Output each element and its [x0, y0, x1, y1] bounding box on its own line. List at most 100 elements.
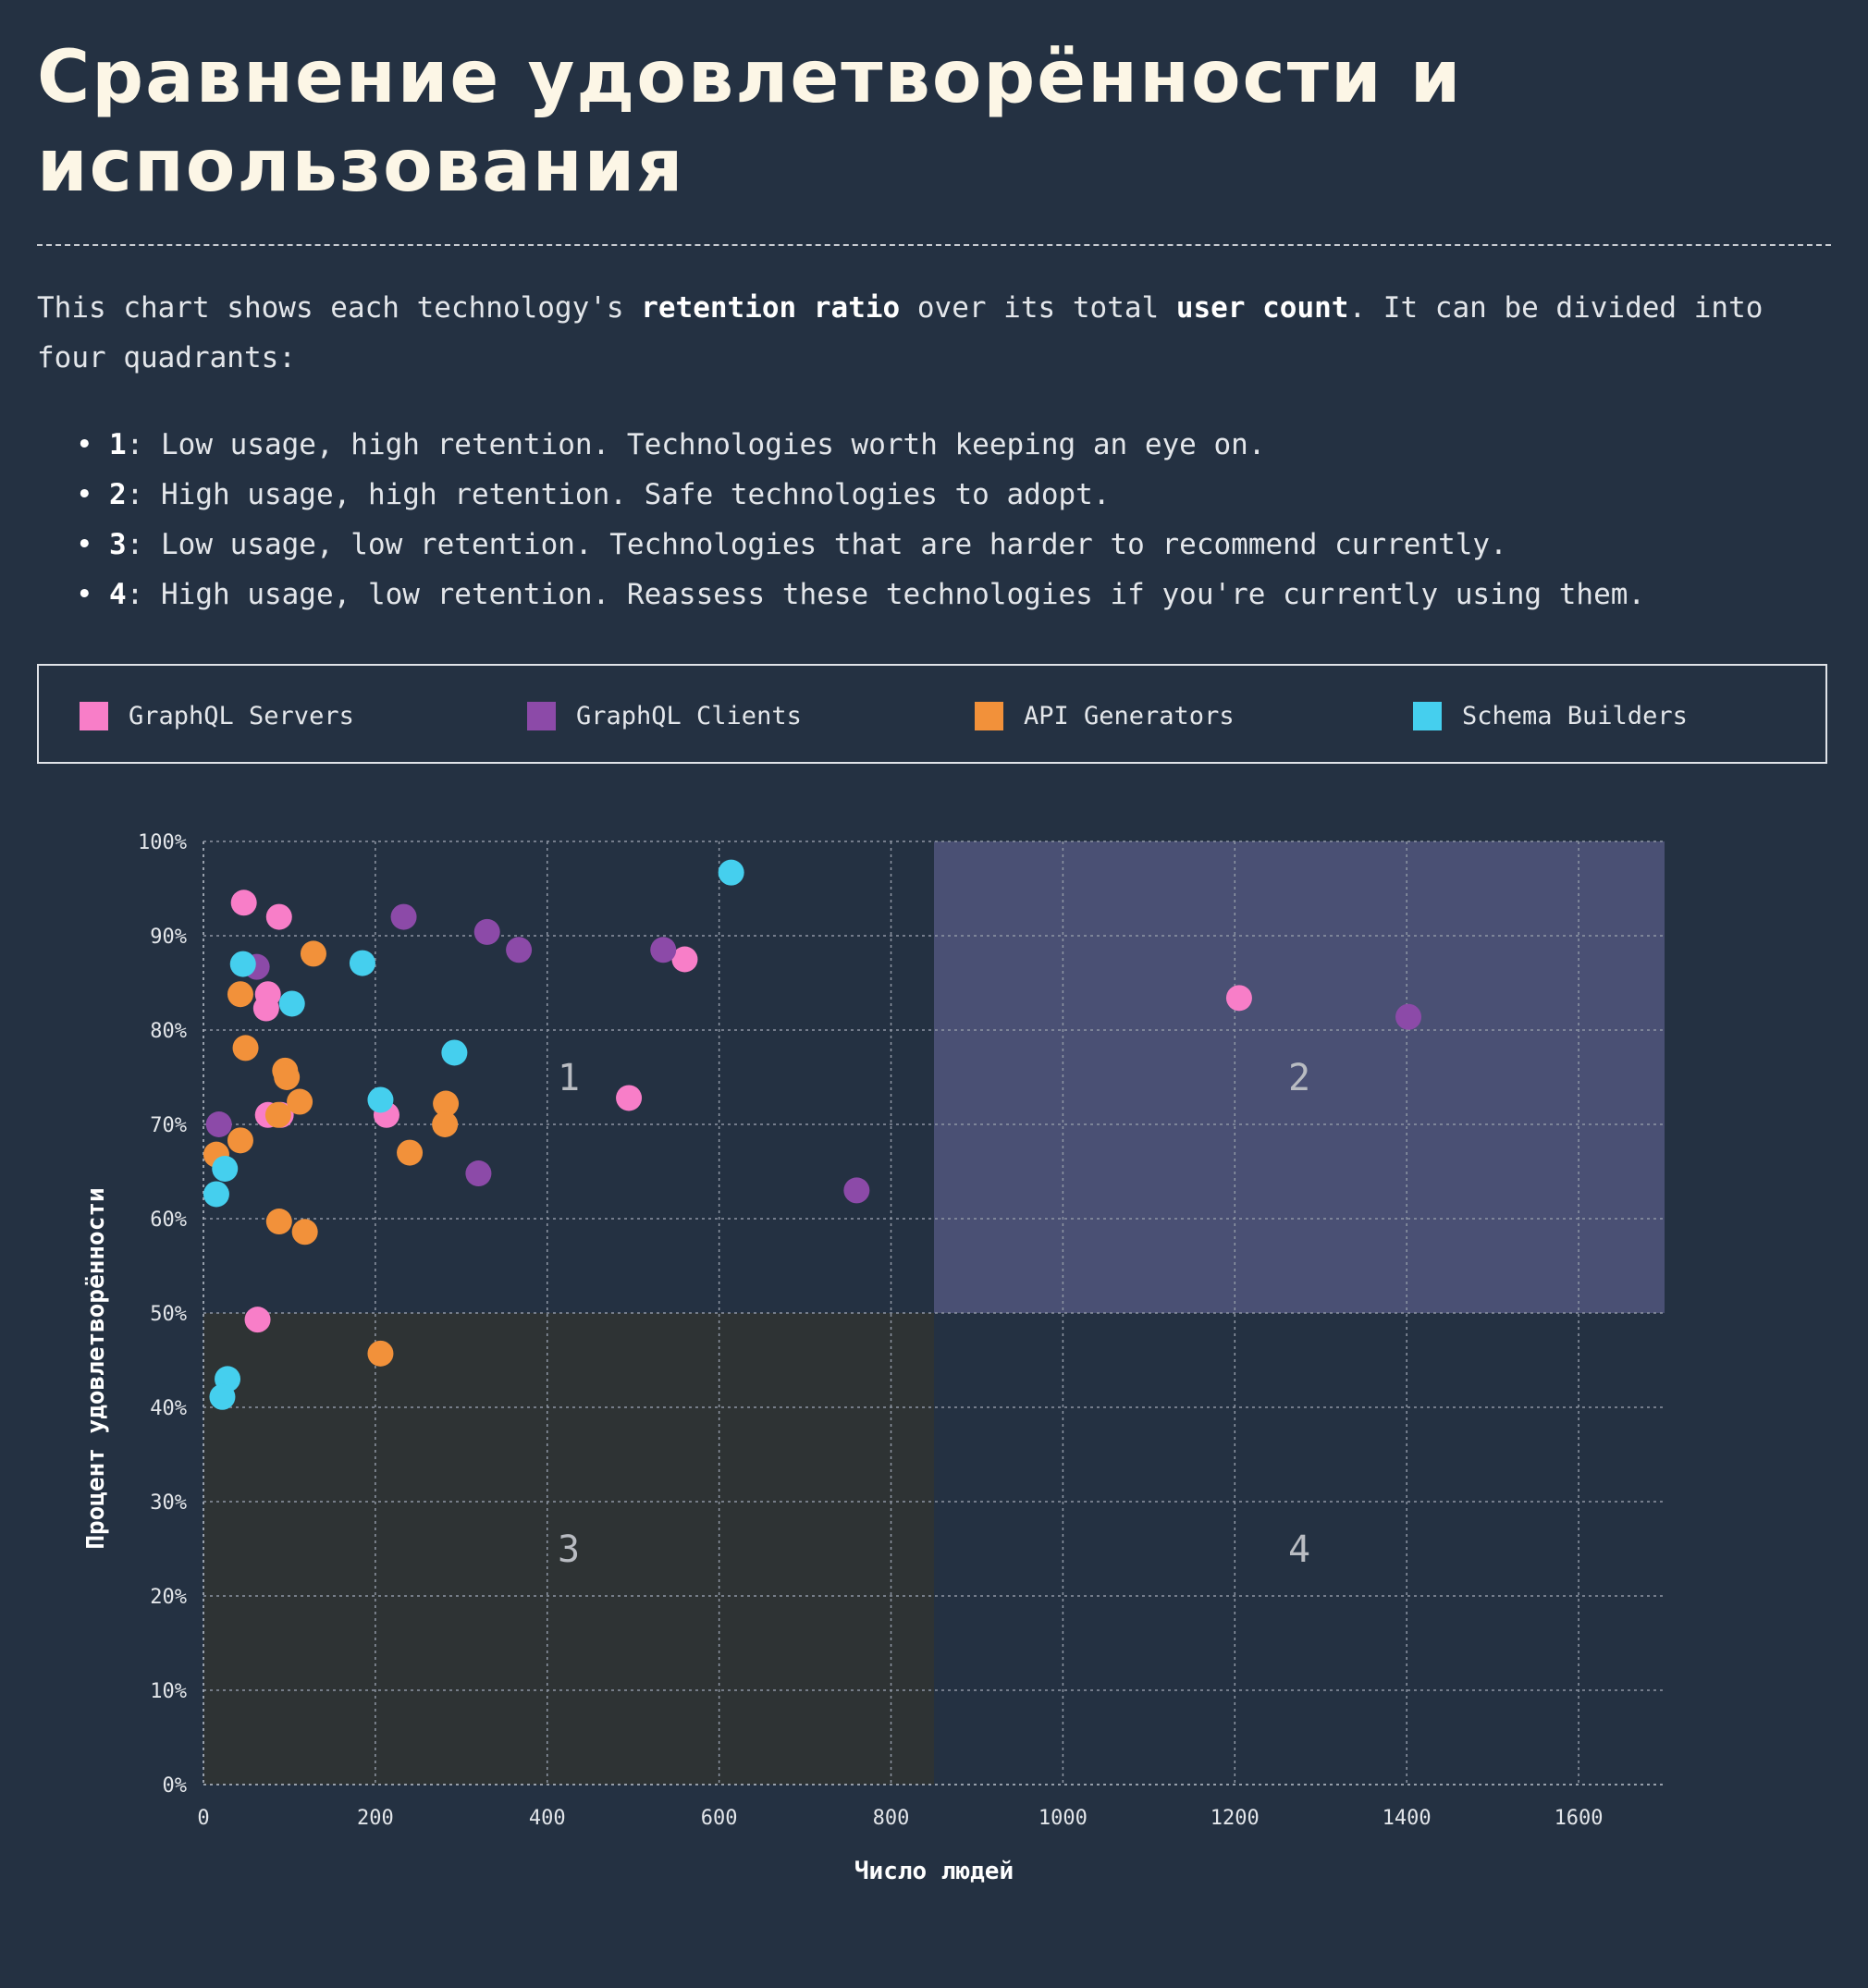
chart-legend: GraphQL Servers GraphQL Clients API Gene… — [37, 664, 1827, 764]
legend-label: GraphQL Clients — [576, 701, 802, 730]
data-point-schema-builders[interactable] — [349, 950, 375, 976]
data-point-api-generators[interactable] — [265, 1209, 292, 1235]
x-axis-ticks: 0 200 400 600 800 1000 1200 1400 1600 — [197, 1807, 1603, 1830]
data-point-graphql-clients[interactable] — [205, 1111, 232, 1137]
data-point-api-generators[interactable] — [287, 1088, 313, 1115]
legend-item-schema-builders[interactable]: Schema Builders — [1413, 701, 1688, 730]
x-tick-label: 1200 — [1211, 1807, 1260, 1830]
data-point-api-generators[interactable] — [274, 1064, 301, 1090]
data-point-api-generators[interactable] — [432, 1111, 459, 1137]
quadrant-note-2: 2: High usage, high retention. Safe tech… — [76, 470, 1831, 520]
quadrant-number-2: 2 — [1288, 1057, 1310, 1099]
y-tick-label: 0% — [163, 1774, 188, 1798]
data-point-schema-builders[interactable] — [367, 1086, 394, 1113]
y-axis-ticks: 0% 10% 20% 30% 40% 50% 60% 70% 80% 90% 100% — [138, 831, 187, 1798]
data-point-graphql-clients[interactable] — [390, 903, 417, 930]
legend-item-graphql-servers[interactable]: GraphQL Servers — [80, 701, 354, 730]
quadrant-note-4: 4: High usage, low retention. Reassess t… — [76, 570, 1831, 620]
y-tick-label: 30% — [150, 1491, 187, 1515]
data-point-schema-builders[interactable] — [212, 1155, 239, 1182]
data-point-graphql-servers[interactable] — [265, 903, 292, 930]
data-point-schema-builders[interactable] — [229, 951, 256, 977]
quadrant-note-number: 4 — [109, 578, 127, 611]
data-point-api-generators[interactable] — [232, 1035, 259, 1061]
x-axis-title: Число людей — [854, 1858, 1014, 1885]
x-tick-label: 400 — [529, 1807, 566, 1830]
data-point-schema-builders[interactable] — [718, 859, 744, 886]
legend-label: GraphQL Servers — [129, 701, 354, 730]
data-point-graphql-clients[interactable] — [465, 1160, 492, 1187]
y-tick-label: 10% — [150, 1680, 187, 1703]
data-point-graphql-servers[interactable] — [244, 1307, 271, 1333]
data-point-schema-builders[interactable] — [209, 1383, 236, 1410]
y-tick-label: 90% — [150, 926, 187, 949]
intro-text-1: This chart shows each technology's — [37, 291, 642, 325]
data-point-api-generators[interactable] — [291, 1219, 318, 1246]
data-point-graphql-servers[interactable] — [252, 995, 279, 1022]
scatter-chart: 1 2 3 4 0 200 400 600 800 1000 1200 1400 1600 0% 10%… — [82, 831, 1665, 1885]
x-tick-label: 1400 — [1383, 1807, 1432, 1830]
x-tick-label: 0 — [197, 1807, 209, 1830]
data-point-api-generators[interactable] — [264, 1101, 291, 1128]
quadrant-note-number: 2 — [109, 478, 127, 511]
quadrant-number-4: 4 — [1288, 1528, 1310, 1571]
legend-label: API Generators — [1024, 701, 1235, 730]
quadrant-note-text: : High usage, high retention. Safe techn… — [126, 478, 1111, 511]
data-point-schema-builders[interactable] — [203, 1181, 229, 1208]
y-tick-label: 80% — [150, 1020, 187, 1043]
data-point-graphql-servers[interactable] — [671, 946, 698, 973]
quadrant-note-text: : Low usage, low retention. Technologies… — [126, 528, 1507, 561]
legend-swatch — [527, 701, 556, 730]
intro-bold-retention: retention ratio — [641, 291, 901, 325]
intro-bold-usercount: user count — [1175, 291, 1349, 325]
intro-paragraph: This chart shows each technology's reten… — [37, 283, 1831, 383]
data-point-graphql-clients[interactable] — [473, 918, 500, 945]
data-point-api-generators[interactable] — [227, 1127, 253, 1154]
data-point-api-generators[interactable] — [433, 1090, 460, 1117]
intro-text-2: over its total — [900, 291, 1176, 325]
quadrant-number-3: 3 — [558, 1528, 580, 1571]
quadrant-list: 1: Low usage, high retention. Technologi… — [37, 420, 1831, 620]
legend-label: Schema Builders — [1462, 701, 1688, 730]
data-points — [203, 859, 1422, 1410]
data-point-api-generators[interactable] — [397, 1139, 424, 1166]
y-axis-title: Процент удовлетворённости — [82, 1187, 110, 1549]
data-point-api-generators[interactable] — [367, 1340, 394, 1367]
legend-swatch — [1413, 701, 1442, 730]
quadrant-backgrounds — [203, 841, 1665, 1785]
y-tick-label: 40% — [150, 1397, 187, 1420]
quadrant-note-text: : Low usage, high retention. Technologie… — [126, 428, 1266, 461]
grid-lines — [203, 841, 1665, 1786]
quadrant-note-3: 3: Low usage, low retention. Technologie… — [76, 520, 1831, 570]
legend-swatch — [80, 701, 108, 730]
quadrant-note-number: 1 — [109, 428, 127, 461]
data-point-graphql-servers[interactable] — [616, 1085, 643, 1111]
y-tick-label: 60% — [150, 1209, 187, 1232]
legend-item-api-generators[interactable]: API Generators — [975, 701, 1235, 730]
quadrant-number-1: 1 — [558, 1057, 580, 1099]
legend-swatch — [975, 701, 1003, 730]
data-point-graphql-clients[interactable] — [506, 937, 533, 963]
y-tick-label: 100% — [138, 831, 187, 854]
data-point-graphql-servers[interactable] — [1225, 985, 1252, 1012]
data-point-api-generators[interactable] — [227, 981, 253, 1008]
quadrant-numbers: 1 2 3 4 — [558, 1057, 1310, 1571]
x-tick-label: 1600 — [1555, 1807, 1604, 1830]
x-tick-label: 1000 — [1038, 1807, 1088, 1830]
quadrant-2-background — [934, 841, 1665, 1313]
data-point-graphql-clients[interactable] — [843, 1177, 870, 1204]
quadrant-note-1: 1: Low usage, high retention. Technologi… — [76, 420, 1831, 470]
quadrant-note-text: : High usage, low retention. Reassess th… — [126, 578, 1646, 611]
data-point-graphql-servers[interactable] — [230, 890, 257, 916]
quadrant-note-number: 3 — [109, 528, 127, 561]
y-tick-label: 70% — [150, 1114, 187, 1137]
data-point-graphql-clients[interactable] — [650, 937, 677, 963]
y-tick-label: 50% — [150, 1303, 187, 1326]
page-title: Сравнение удовлетворённости и использова… — [37, 36, 1463, 208]
legend-item-graphql-clients[interactable]: GraphQL Clients — [527, 701, 802, 730]
data-point-schema-builders[interactable] — [278, 990, 305, 1017]
data-point-schema-builders[interactable] — [441, 1039, 468, 1066]
data-point-api-generators[interactable] — [300, 940, 326, 967]
title-divider — [37, 244, 1831, 246]
data-point-graphql-clients[interactable] — [1395, 1003, 1422, 1030]
